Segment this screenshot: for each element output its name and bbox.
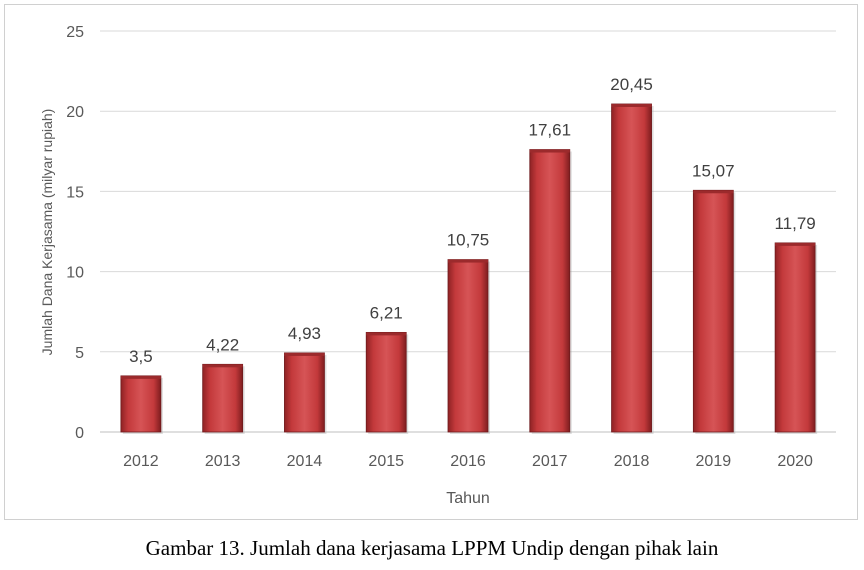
bar — [692, 189, 734, 433]
bar-top-edge — [529, 149, 570, 153]
data-label: 4,93 — [288, 324, 321, 343]
bar-chart: 0 5 10 15 20 25 3,5 2012 4,22 2013 4,93 2014 6,21 201… — [39, 24, 836, 507]
data-label: 10,75 — [447, 231, 490, 250]
data-label: 6,21 — [370, 303, 403, 322]
figure-caption: Gambar 13. Jumlah dana kerjasama LPPM Un… — [145, 536, 719, 560]
bar — [774, 242, 816, 433]
data-label: 15,07 — [692, 161, 735, 180]
bar — [529, 149, 571, 433]
bar-2013 — [202, 363, 245, 434]
y-tick-label: 5 — [75, 345, 84, 362]
data-label: 3,5 — [129, 347, 153, 366]
x-tick-label: 2012 — [123, 453, 159, 470]
data-label: 20,45 — [610, 75, 653, 94]
bar-2012 — [120, 375, 163, 434]
bar-top-edge — [202, 364, 243, 368]
bar — [365, 331, 407, 433]
bar-2015 — [365, 331, 409, 434]
bar-top-edge — [693, 190, 734, 194]
data-label: 11,79 — [774, 214, 815, 233]
y-tick-label: 10 — [66, 265, 84, 282]
data-label: 4,22 — [206, 335, 239, 354]
bar-top-edge — [284, 352, 325, 356]
y-tick-label: 20 — [66, 104, 84, 121]
bar-2016 — [447, 259, 490, 434]
x-tick-label: 2019 — [696, 453, 732, 470]
x-tick-label: 2017 — [532, 453, 568, 470]
bar-top-edge — [775, 242, 816, 246]
x-tick-label: 2014 — [287, 453, 323, 470]
bar — [447, 259, 489, 433]
bar — [611, 103, 652, 433]
x-tick-label: 2016 — [450, 453, 486, 470]
bar-top-edge — [366, 332, 407, 336]
bar-2014 — [284, 352, 327, 434]
x-axis-title: Tahun — [446, 490, 490, 507]
y-tick-label: 0 — [75, 425, 84, 442]
x-tick-label: 2020 — [777, 453, 813, 470]
y-axis-title: Jumlah Dana Kerjasama (milyar rupiah) — [39, 109, 55, 356]
bar — [202, 363, 244, 433]
data-label: 17,61 — [529, 121, 572, 140]
bar-2018 — [611, 103, 654, 435]
bar — [120, 375, 162, 433]
y-tick-label: 25 — [66, 24, 84, 41]
bar — [284, 352, 325, 433]
y-tick-label: 15 — [66, 184, 84, 201]
bar-2017 — [529, 149, 572, 435]
bar-top-edge — [611, 103, 652, 107]
bar-2019 — [692, 189, 736, 434]
x-tick-label: 2015 — [368, 453, 404, 470]
x-tick-label: 2018 — [614, 453, 650, 470]
bar-top-edge — [448, 259, 488, 263]
x-tick-label: 2013 — [205, 453, 241, 470]
bar-top-edge — [120, 375, 161, 379]
bar-2020 — [774, 242, 818, 434]
